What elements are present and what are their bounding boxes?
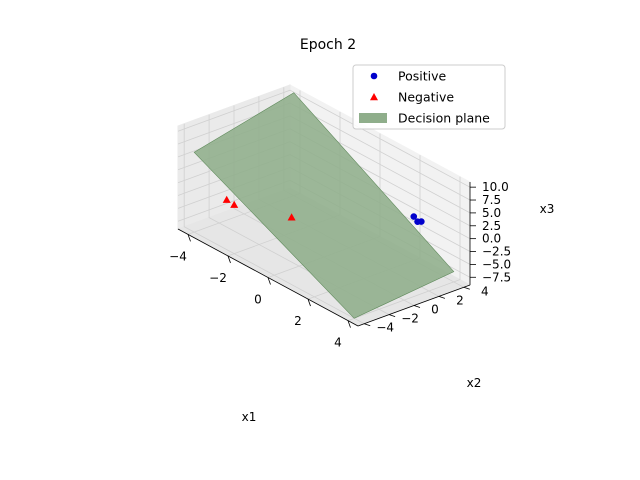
z-axis-label: x3 xyxy=(540,202,555,216)
legend-label: Negative xyxy=(398,90,454,105)
z-tick-label: 0.0 xyxy=(482,232,501,246)
negative-point xyxy=(222,195,231,203)
y-tick-label: 0 xyxy=(431,303,439,317)
x-tick-mark xyxy=(347,320,351,328)
legend-frame xyxy=(352,64,506,130)
z-tick-label: 7.5 xyxy=(482,193,501,207)
legend-marker-positive xyxy=(370,72,378,80)
z-tick-label: −7.5 xyxy=(482,270,511,284)
z-grid-line xyxy=(177,89,471,188)
z-tick-label: 5.0 xyxy=(482,206,501,220)
y-grid-line xyxy=(183,123,365,325)
decision-plane-layer xyxy=(193,92,455,319)
legend-label: Decision plane xyxy=(398,111,490,126)
x-tick-label: 0 xyxy=(254,293,262,307)
z-tick-label: 10.0 xyxy=(482,180,509,194)
y-tick-mark xyxy=(413,305,421,308)
x-tick-mark xyxy=(227,255,231,264)
y-tick-label: 2 xyxy=(456,293,464,307)
positive-point xyxy=(410,213,418,220)
x-tick-label: −2 xyxy=(209,271,227,285)
legend-label: Positive xyxy=(398,69,446,84)
x-tick-mark xyxy=(307,298,311,307)
x-grid-line xyxy=(347,176,461,321)
tick-marks: −4−2024−4−2024−7.5−5.0−2.50.02.55.07.510… xyxy=(169,180,511,349)
x-tick-mark xyxy=(267,277,271,285)
y-tick-mark xyxy=(438,296,446,299)
x-tick-label: 2 xyxy=(294,314,302,328)
y-tick-mark xyxy=(388,314,396,317)
x-tick-label: −4 xyxy=(169,249,187,263)
y-tick-mark xyxy=(364,323,371,327)
decision-plane xyxy=(193,92,455,319)
y-axis-label: x2 xyxy=(467,376,482,390)
z-tick-label: 2.5 xyxy=(482,219,501,233)
legend-patch-plane xyxy=(359,113,387,123)
chart-title: Epoch 2 xyxy=(300,37,356,53)
y-tick-label: 4 xyxy=(481,284,489,298)
y-tick-label: −4 xyxy=(376,321,394,335)
data-points xyxy=(222,195,425,225)
positive-point xyxy=(414,218,421,225)
x-tick-mark xyxy=(187,234,191,242)
z-tick-label: −5.0 xyxy=(482,257,511,271)
y-tick-label: −2 xyxy=(401,312,419,326)
negative-point xyxy=(230,200,239,208)
z-tick-label: −2.5 xyxy=(482,245,511,259)
x-tick-label: 4 xyxy=(334,336,342,350)
legend-marker-negative xyxy=(370,93,378,101)
x-axis-label: x1 xyxy=(242,410,257,424)
negative-point xyxy=(287,213,296,221)
y-tick-mark xyxy=(463,286,470,290)
legend: Positive Negative Decision plane xyxy=(352,64,506,130)
